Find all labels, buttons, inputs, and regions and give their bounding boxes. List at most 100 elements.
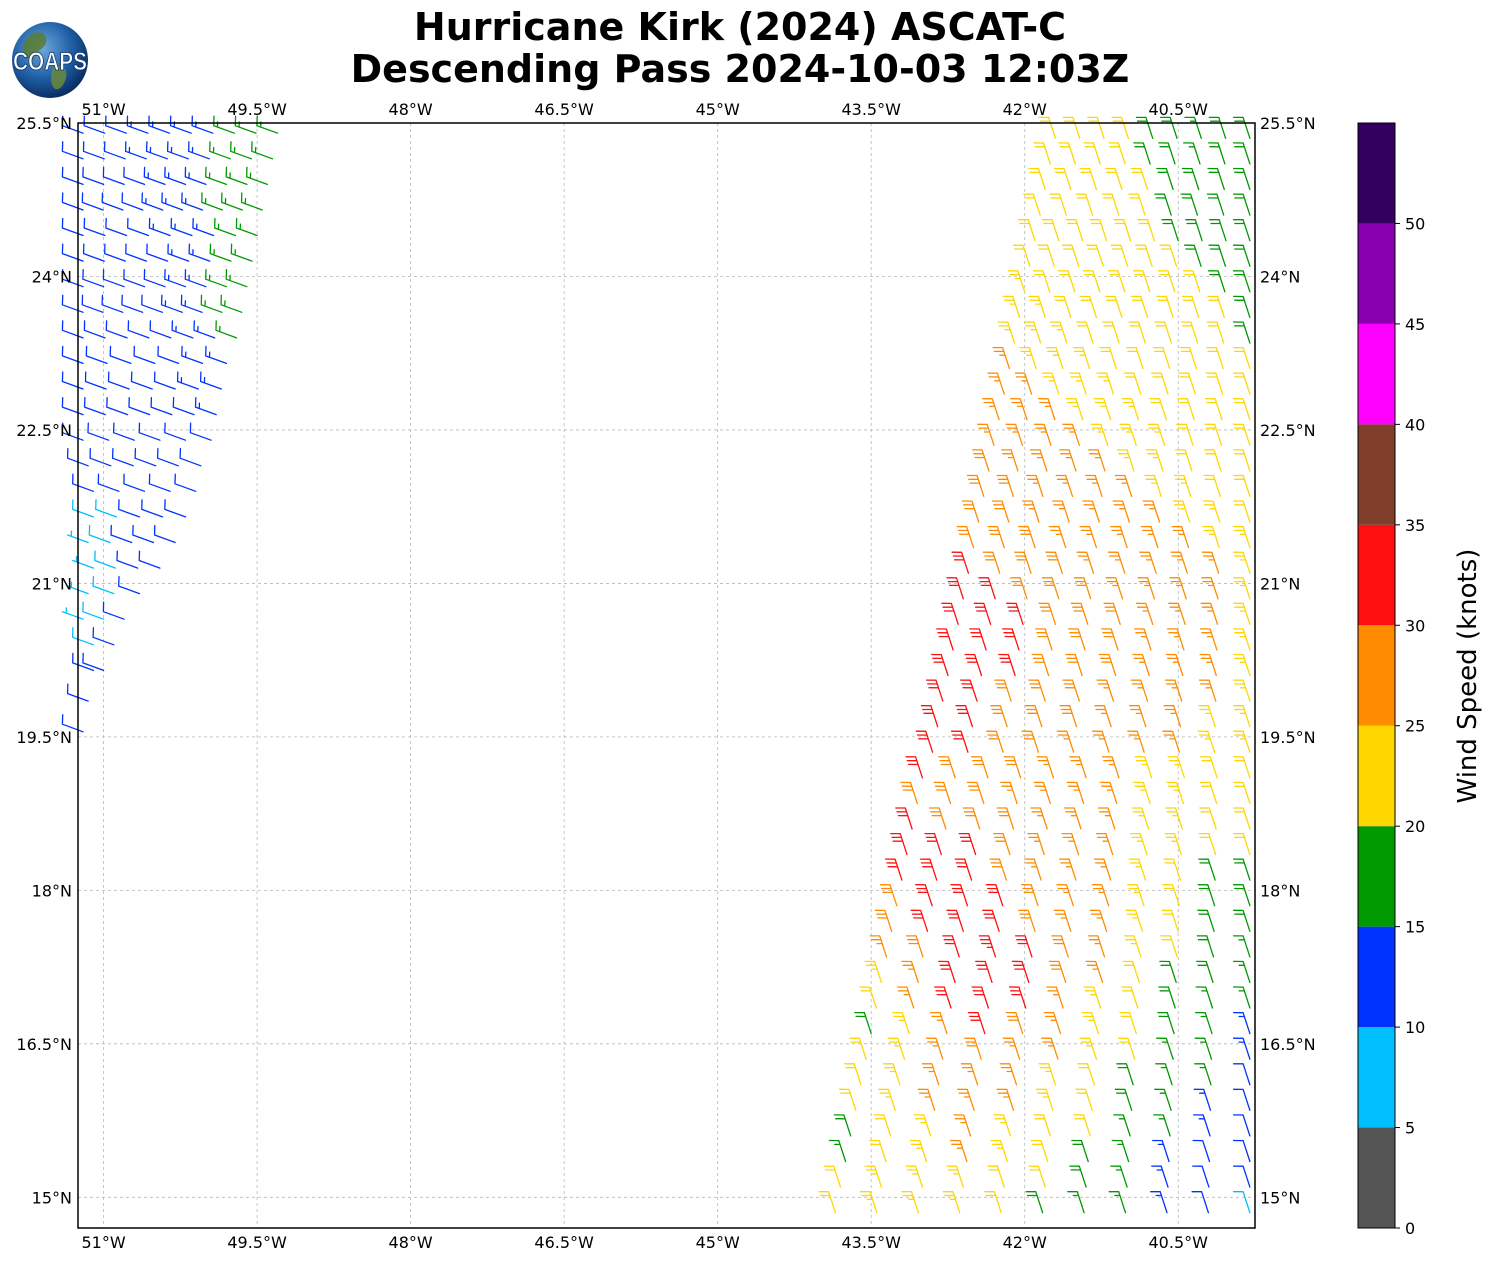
wind-barb bbox=[1157, 1011, 1175, 1035]
wind-barb bbox=[1173, 474, 1192, 498]
wind-barb bbox=[1172, 500, 1191, 523]
wind-barb bbox=[915, 730, 934, 753]
wind-barb bbox=[964, 1037, 982, 1060]
wind-barb bbox=[1053, 167, 1072, 191]
wind-barb bbox=[1028, 295, 1046, 319]
wind-barb bbox=[1087, 935, 1106, 958]
wind-barb bbox=[938, 960, 956, 984]
lon-tick-label-top: 43.5°W bbox=[841, 100, 901, 119]
wind-barb bbox=[1069, 372, 1087, 395]
wind-barb bbox=[138, 422, 161, 441]
wind-barb bbox=[999, 1063, 1018, 1086]
wind-barb bbox=[982, 398, 1000, 421]
wind-barb bbox=[92, 575, 115, 595]
wind-barb bbox=[146, 243, 169, 262]
wind-barb bbox=[1096, 372, 1115, 395]
wind-barb bbox=[975, 960, 993, 984]
wind-barb bbox=[112, 422, 135, 441]
lon-tick-label-bottom: 51°W bbox=[81, 1233, 125, 1252]
wind-barb bbox=[127, 217, 150, 237]
wind-barb bbox=[982, 551, 1001, 574]
wind-barb bbox=[156, 448, 179, 467]
wind-barb bbox=[949, 1139, 968, 1163]
wind-barb bbox=[994, 679, 1012, 702]
lon-tick-label-bottom: 49.5°W bbox=[227, 1233, 287, 1252]
wind-barb bbox=[143, 269, 166, 288]
wind-barb bbox=[1137, 577, 1156, 600]
wind-barb bbox=[1232, 423, 1251, 446]
wind-barb bbox=[1097, 807, 1116, 830]
wind-barb bbox=[992, 346, 1011, 370]
wind-barb bbox=[960, 1063, 979, 1086]
wind-barb bbox=[1198, 832, 1217, 856]
wind-barb bbox=[1025, 1191, 1044, 1214]
wind-barb bbox=[1232, 1114, 1251, 1137]
wind-barb bbox=[984, 1191, 1002, 1214]
wind-barb bbox=[1126, 346, 1144, 370]
chart-title: Hurricane Kirk (2024) ASCAT-C Descending… bbox=[290, 6, 1190, 90]
wind-barb bbox=[123, 269, 146, 288]
wind-barb bbox=[1014, 935, 1033, 958]
wind-barb bbox=[1107, 270, 1126, 293]
wind-barb bbox=[1081, 1011, 1100, 1035]
wind-barb bbox=[1000, 449, 1019, 472]
wind-barb bbox=[1232, 1037, 1251, 1060]
wind-barb bbox=[1208, 142, 1226, 165]
lat-tick-label-left: 24°N bbox=[32, 267, 72, 286]
wind-barb bbox=[942, 1191, 961, 1214]
wind-barb bbox=[157, 345, 180, 365]
wind-barb bbox=[225, 166, 248, 186]
wind-barb bbox=[1232, 1063, 1251, 1086]
wind-barb bbox=[1232, 1191, 1251, 1214]
wind-barb bbox=[1130, 295, 1149, 319]
wind-barb bbox=[895, 807, 913, 830]
colorbar-label: Wind Speed (knots) bbox=[1453, 549, 1483, 804]
wind-barb bbox=[929, 1011, 948, 1035]
wind-barb bbox=[1130, 167, 1149, 191]
wind-barb bbox=[997, 321, 1016, 344]
wind-barb bbox=[192, 217, 215, 237]
wind-barb bbox=[960, 679, 978, 702]
wind-barb bbox=[240, 192, 263, 211]
wind-barb bbox=[1079, 167, 1098, 191]
wind-barb bbox=[166, 141, 189, 160]
wind-barb bbox=[1002, 628, 1020, 651]
wind-barb bbox=[1075, 193, 1094, 216]
wind-barb bbox=[230, 243, 253, 262]
wind-barb bbox=[82, 601, 105, 620]
wind-barb bbox=[1025, 474, 1044, 498]
wind-barb bbox=[1070, 602, 1089, 625]
wind-barb bbox=[1119, 423, 1137, 446]
wind-barb bbox=[1232, 372, 1251, 395]
wind-barb bbox=[967, 1011, 986, 1035]
wind-barb bbox=[1128, 193, 1146, 216]
wind-barb bbox=[1061, 832, 1080, 856]
wind-barb bbox=[1232, 219, 1251, 242]
wind-barb bbox=[134, 448, 157, 467]
colorbar-tick-label: 5 bbox=[1405, 1119, 1415, 1138]
wind-barb bbox=[124, 141, 147, 160]
wind-barb bbox=[1011, 960, 1030, 984]
lon-tick-label-top: 42°W bbox=[1003, 100, 1047, 119]
wind-barb bbox=[189, 422, 212, 441]
wind-barb bbox=[859, 1191, 878, 1214]
wind-barb bbox=[61, 320, 84, 339]
wind-barb bbox=[956, 525, 975, 549]
wind-barb bbox=[973, 602, 992, 625]
wind-barb bbox=[887, 1037, 906, 1060]
wind-barb bbox=[1165, 653, 1184, 677]
wind-barb bbox=[873, 1114, 892, 1137]
wind-barb bbox=[1133, 142, 1151, 165]
wind-barb bbox=[1121, 398, 1140, 421]
colorbar-tick-label: 15 bbox=[1405, 918, 1425, 937]
wind-barb bbox=[61, 243, 84, 262]
wind-barb bbox=[121, 192, 144, 211]
wind-barb bbox=[1232, 653, 1251, 677]
wind-barb bbox=[170, 217, 193, 237]
wind-barb bbox=[1144, 474, 1162, 498]
wind-barb bbox=[1197, 730, 1216, 753]
wind-barb bbox=[101, 294, 124, 313]
wind-barb bbox=[971, 986, 990, 1009]
wind-barb bbox=[978, 935, 997, 958]
